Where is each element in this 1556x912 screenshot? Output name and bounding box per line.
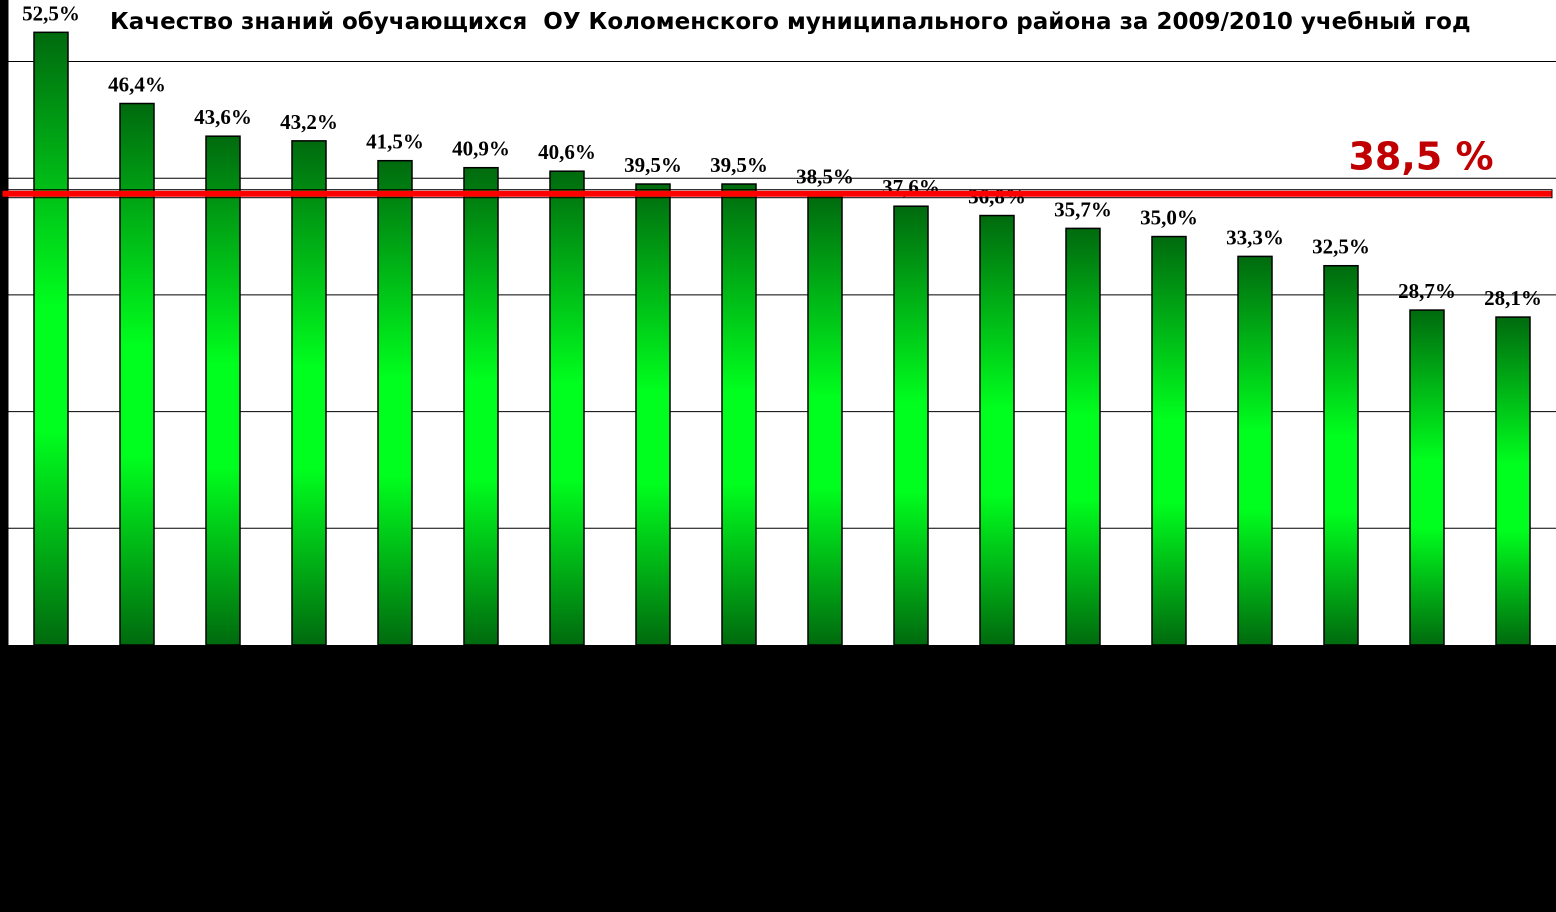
data-label: 43,6% [194, 105, 252, 129]
data-label: 46,4% [108, 73, 166, 97]
average-label: 38,5 % [1348, 135, 1493, 179]
bar [1495, 316, 1531, 646]
data-label: 32,5% [1312, 235, 1370, 259]
bar [205, 135, 241, 646]
data-label: 38,5% [796, 165, 854, 189]
average-line-outline [1, 189, 1553, 199]
chart-title: Качество знаний обучающихся ОУ Коломенск… [110, 9, 1471, 35]
data-label: 40,6% [538, 140, 596, 164]
bar [33, 31, 69, 646]
data-label: 39,5% [624, 153, 682, 177]
bar [1065, 227, 1101, 646]
bottom-black-area [0, 645, 1556, 912]
bar [291, 140, 327, 646]
data-label: 35,7% [1054, 197, 1112, 221]
bar [635, 183, 671, 646]
bar [1409, 309, 1445, 646]
bar [119, 102, 155, 646]
data-labels: 52,5% 46,4% 43,6% 43,2% 41,5% 40,9% 40,6% 39,5%… [22, 1, 1542, 310]
bar [1237, 255, 1273, 646]
data-label: 52,5% [22, 1, 80, 25]
bar [549, 170, 585, 646]
data-label: 41,5% [366, 130, 424, 154]
data-label: 40,9% [452, 137, 510, 161]
bar [893, 205, 929, 646]
data-label: 43,2% [280, 110, 338, 134]
data-label: 39,5% [710, 153, 768, 177]
gridlines [7, 0, 1556, 645]
bar [1151, 235, 1187, 646]
bar [807, 194, 843, 646]
bar [721, 183, 757, 646]
bar [377, 159, 413, 646]
data-label: 33,3% [1226, 225, 1284, 249]
data-label: 35,0% [1140, 206, 1198, 230]
bar [1323, 264, 1359, 646]
bar [979, 214, 1015, 646]
bar [463, 166, 499, 646]
plot-background [8, 0, 1556, 645]
data-label: 28,1% [1484, 286, 1542, 310]
data-label: 28,7% [1398, 279, 1456, 303]
